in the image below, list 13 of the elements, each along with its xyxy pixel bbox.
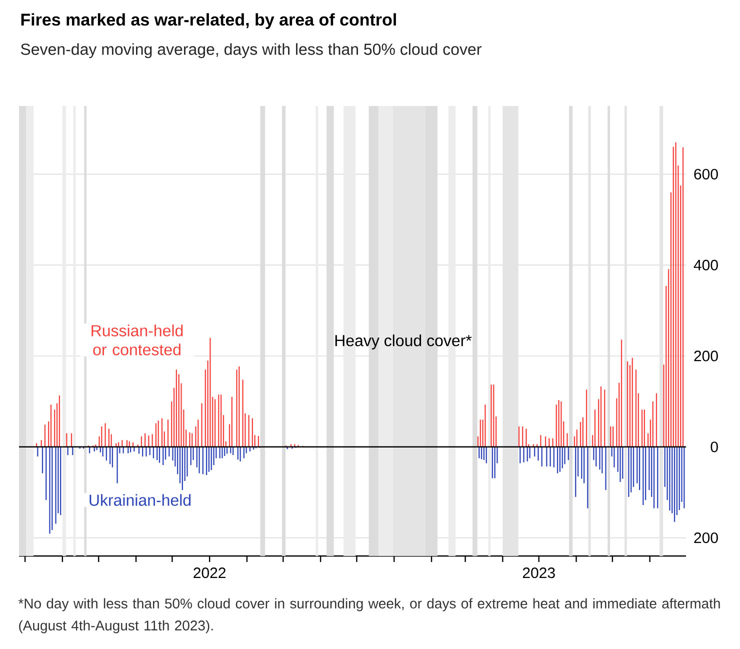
text: *No day with less than 50% cloud cover in surrounding week, or days of extreme heat and immediate aftermath (August 4th-August 11th 2023).	[18, 598, 720, 634]
chart-subtitle: Seven-day moving average, days with less than 50% cloud cover	[20, 43, 482, 58]
chart-title: Fires marked as war-related, by area of control	[21, 13, 396, 30]
series-label: Ukrainian-held	[90, 494, 191, 506]
x-tick-label: 2022	[194, 568, 226, 578]
series-label: Russian-held or contested	[92, 324, 183, 356]
y-tick-label: 0	[710, 442, 718, 452]
y-tick-label: 600	[694, 168, 718, 180]
y-tick-label: 200	[694, 532, 718, 544]
annotation: Heavy cloud cover*	[335, 334, 472, 350]
y-tick-label: 400	[694, 260, 718, 270]
y-tick-label: 200	[694, 350, 718, 362]
x-tick-label: 2023	[522, 568, 555, 578]
